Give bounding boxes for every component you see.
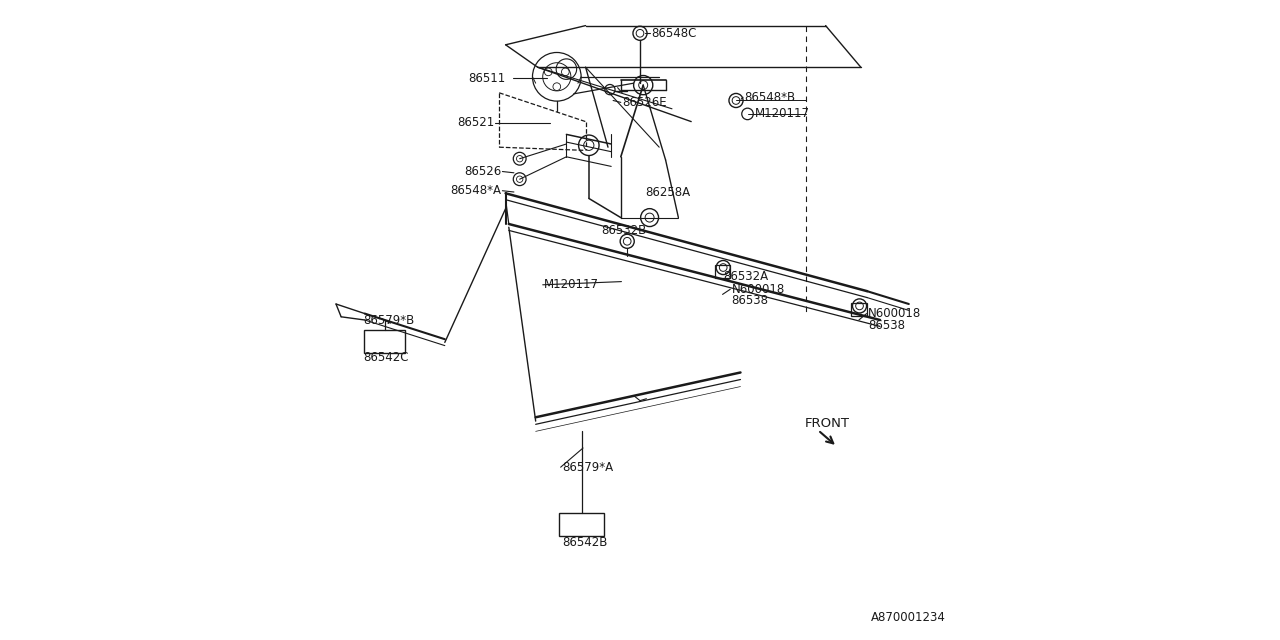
Text: 86258A: 86258A — [645, 186, 690, 198]
Text: 86538: 86538 — [868, 319, 905, 332]
Bar — [559, 513, 604, 536]
Text: M120117: M120117 — [544, 278, 599, 291]
Text: FRONT: FRONT — [805, 417, 850, 430]
Text: 86548*B: 86548*B — [745, 91, 795, 104]
Text: 86579*A: 86579*A — [562, 461, 613, 474]
Text: A870001234: A870001234 — [872, 611, 946, 624]
Text: 86548*A: 86548*A — [451, 184, 502, 197]
Text: 86532B: 86532B — [602, 224, 646, 237]
Text: 86542C: 86542C — [364, 351, 410, 364]
Bar — [851, 303, 867, 316]
Text: N600018: N600018 — [732, 283, 785, 296]
Text: 86548C: 86548C — [652, 27, 696, 40]
Text: 86521: 86521 — [457, 116, 494, 129]
Text: 86532A: 86532A — [723, 270, 768, 283]
Text: 86538: 86538 — [732, 294, 768, 307]
Text: N600018: N600018 — [868, 307, 922, 320]
Text: 86542B: 86542B — [562, 536, 607, 549]
Bar — [364, 330, 404, 353]
Text: 86579*B: 86579*B — [364, 314, 415, 326]
Text: 86526: 86526 — [463, 165, 502, 178]
Text: 86526E: 86526E — [622, 96, 667, 109]
Bar — [714, 265, 730, 278]
Text: M120117: M120117 — [755, 108, 810, 120]
Text: 86511: 86511 — [468, 72, 506, 84]
